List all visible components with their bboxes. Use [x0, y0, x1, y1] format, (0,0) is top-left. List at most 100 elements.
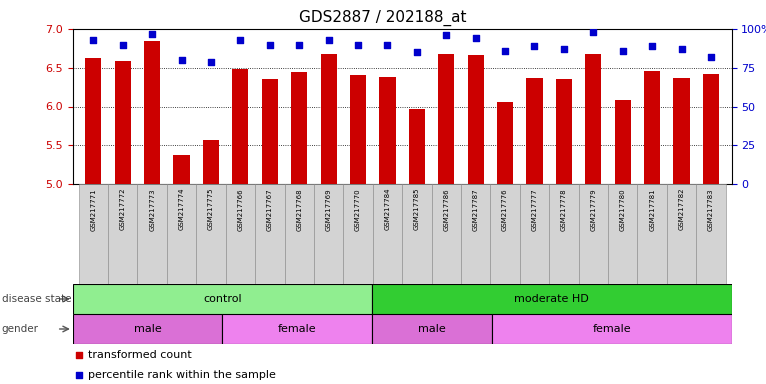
Text: GSM217787: GSM217787	[473, 188, 479, 231]
Bar	[585, 54, 601, 184]
Bar	[350, 76, 366, 184]
Point	[470, 35, 482, 41]
Bar	[467, 55, 484, 184]
Text: GSM217770: GSM217770	[355, 188, 361, 231]
Point	[529, 43, 541, 49]
Text: GSM217768: GSM217768	[296, 188, 303, 231]
Bar	[262, 79, 278, 184]
Bar	[343, 184, 373, 284]
Bar	[73, 284, 372, 314]
Bar	[667, 184, 696, 284]
Text: GSM217775: GSM217775	[208, 188, 214, 230]
Bar	[637, 184, 667, 284]
Text: GDS2887 / 202188_at: GDS2887 / 202188_at	[300, 10, 466, 26]
Point	[264, 41, 276, 48]
Bar	[85, 58, 101, 184]
Bar	[79, 184, 108, 284]
Text: GSM217785: GSM217785	[414, 188, 420, 230]
Text: male: male	[418, 324, 446, 334]
Bar	[372, 314, 492, 344]
Point	[588, 29, 600, 35]
Bar	[608, 184, 637, 284]
Bar	[314, 184, 343, 284]
Point	[456, 281, 468, 287]
Bar	[644, 71, 660, 184]
Point	[499, 48, 511, 54]
Point	[293, 41, 306, 48]
Text: GSM217780: GSM217780	[620, 188, 626, 231]
Bar	[255, 184, 284, 284]
Bar	[703, 74, 719, 184]
Text: percentile rank within the sample: percentile rank within the sample	[88, 370, 276, 380]
Text: GSM217778: GSM217778	[561, 188, 567, 231]
Text: GSM217776: GSM217776	[502, 188, 508, 231]
Bar	[108, 184, 137, 284]
Point	[205, 58, 217, 65]
Bar	[409, 109, 425, 184]
Bar	[402, 184, 431, 284]
Bar	[696, 184, 725, 284]
Point	[411, 49, 423, 55]
Bar	[167, 184, 196, 284]
Point	[456, 99, 468, 105]
Bar	[115, 61, 131, 184]
Bar	[173, 155, 190, 184]
Point	[676, 46, 688, 52]
Point	[116, 41, 129, 48]
Bar	[614, 99, 631, 184]
Bar	[438, 54, 454, 184]
Bar	[578, 184, 608, 284]
Text: GSM217786: GSM217786	[444, 188, 450, 231]
Text: GSM217782: GSM217782	[679, 188, 685, 230]
Bar	[526, 78, 542, 184]
Text: disease state: disease state	[2, 294, 71, 304]
Point	[234, 37, 247, 43]
Text: GSM217774: GSM217774	[178, 188, 185, 230]
Bar	[284, 184, 314, 284]
Bar	[431, 184, 461, 284]
Bar	[144, 41, 160, 184]
Bar	[372, 284, 732, 314]
Bar	[232, 69, 248, 184]
Bar	[673, 78, 689, 184]
Point	[322, 37, 335, 43]
Text: GSM217784: GSM217784	[385, 188, 391, 230]
Text: GSM217771: GSM217771	[90, 188, 97, 231]
Text: moderate HD: moderate HD	[515, 294, 589, 304]
Bar	[497, 102, 513, 184]
Bar	[490, 184, 520, 284]
Text: GSM217781: GSM217781	[649, 188, 655, 231]
Text: GSM217769: GSM217769	[326, 188, 332, 231]
Point	[87, 37, 100, 43]
Text: female: female	[278, 324, 316, 334]
Bar	[196, 184, 226, 284]
Text: GSM217783: GSM217783	[708, 188, 714, 231]
Text: male: male	[134, 324, 162, 334]
Text: female: female	[592, 324, 631, 334]
Point	[646, 43, 658, 49]
Bar	[203, 140, 219, 184]
Point	[175, 57, 188, 63]
Bar	[373, 184, 402, 284]
Text: GSM217772: GSM217772	[119, 188, 126, 230]
Point	[352, 41, 364, 48]
Bar	[549, 184, 578, 284]
Point	[146, 31, 159, 37]
Point	[440, 32, 453, 38]
Text: GSM217767: GSM217767	[267, 188, 273, 231]
Bar	[461, 184, 490, 284]
Point	[558, 46, 570, 52]
Bar	[291, 72, 307, 184]
Text: GSM217779: GSM217779	[591, 188, 596, 231]
Bar	[520, 184, 549, 284]
Text: gender: gender	[2, 324, 38, 334]
Bar	[73, 314, 222, 344]
Text: GSM217766: GSM217766	[237, 188, 244, 231]
Bar	[320, 54, 337, 184]
Bar	[137, 184, 167, 284]
Point	[705, 54, 717, 60]
Bar	[492, 314, 732, 344]
Text: control: control	[203, 294, 242, 304]
Text: GSM217777: GSM217777	[532, 188, 538, 231]
Point	[617, 48, 629, 54]
